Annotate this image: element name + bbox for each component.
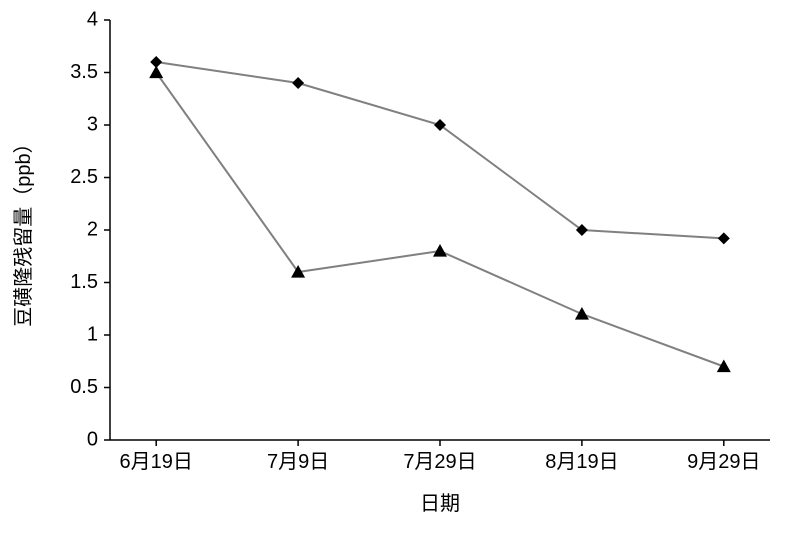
y-tick-label: 1.5 (70, 271, 98, 293)
x-tick-label: 6月19日 (120, 451, 193, 473)
y-tick-label: 0.5 (70, 376, 98, 398)
x-tick-label: 8月19日 (545, 451, 618, 473)
x-tick-label: 7月29日 (403, 451, 476, 473)
x-tick-label: 9月29日 (687, 451, 760, 473)
y-tick-label: 3 (87, 113, 98, 135)
y-axis-label: 豆磺隆残留量（ppb） (12, 133, 35, 326)
y-tick-label: 2.5 (70, 166, 98, 188)
chart-container: 0 0.5 1 1.5 2 2.5 3 3.5 4 6月19日 7月9日 7月29日 8月19日 9月29… (0, 0, 800, 557)
y-tick-label: 1 (87, 323, 98, 345)
y-tick-label: 3.5 (70, 61, 98, 83)
y-tick-label: 4 (87, 8, 98, 30)
y-tick-label: 2 (87, 218, 98, 240)
y-tick-label: 0 (87, 428, 98, 450)
line-chart: 0 0.5 1 1.5 2 2.5 3 3.5 4 6月19日 7月9日 7月29日 8月19日 9月29… (0, 0, 800, 557)
x-axis-label: 日期 (420, 493, 460, 515)
x-tick-label: 7月9日 (267, 451, 329, 473)
